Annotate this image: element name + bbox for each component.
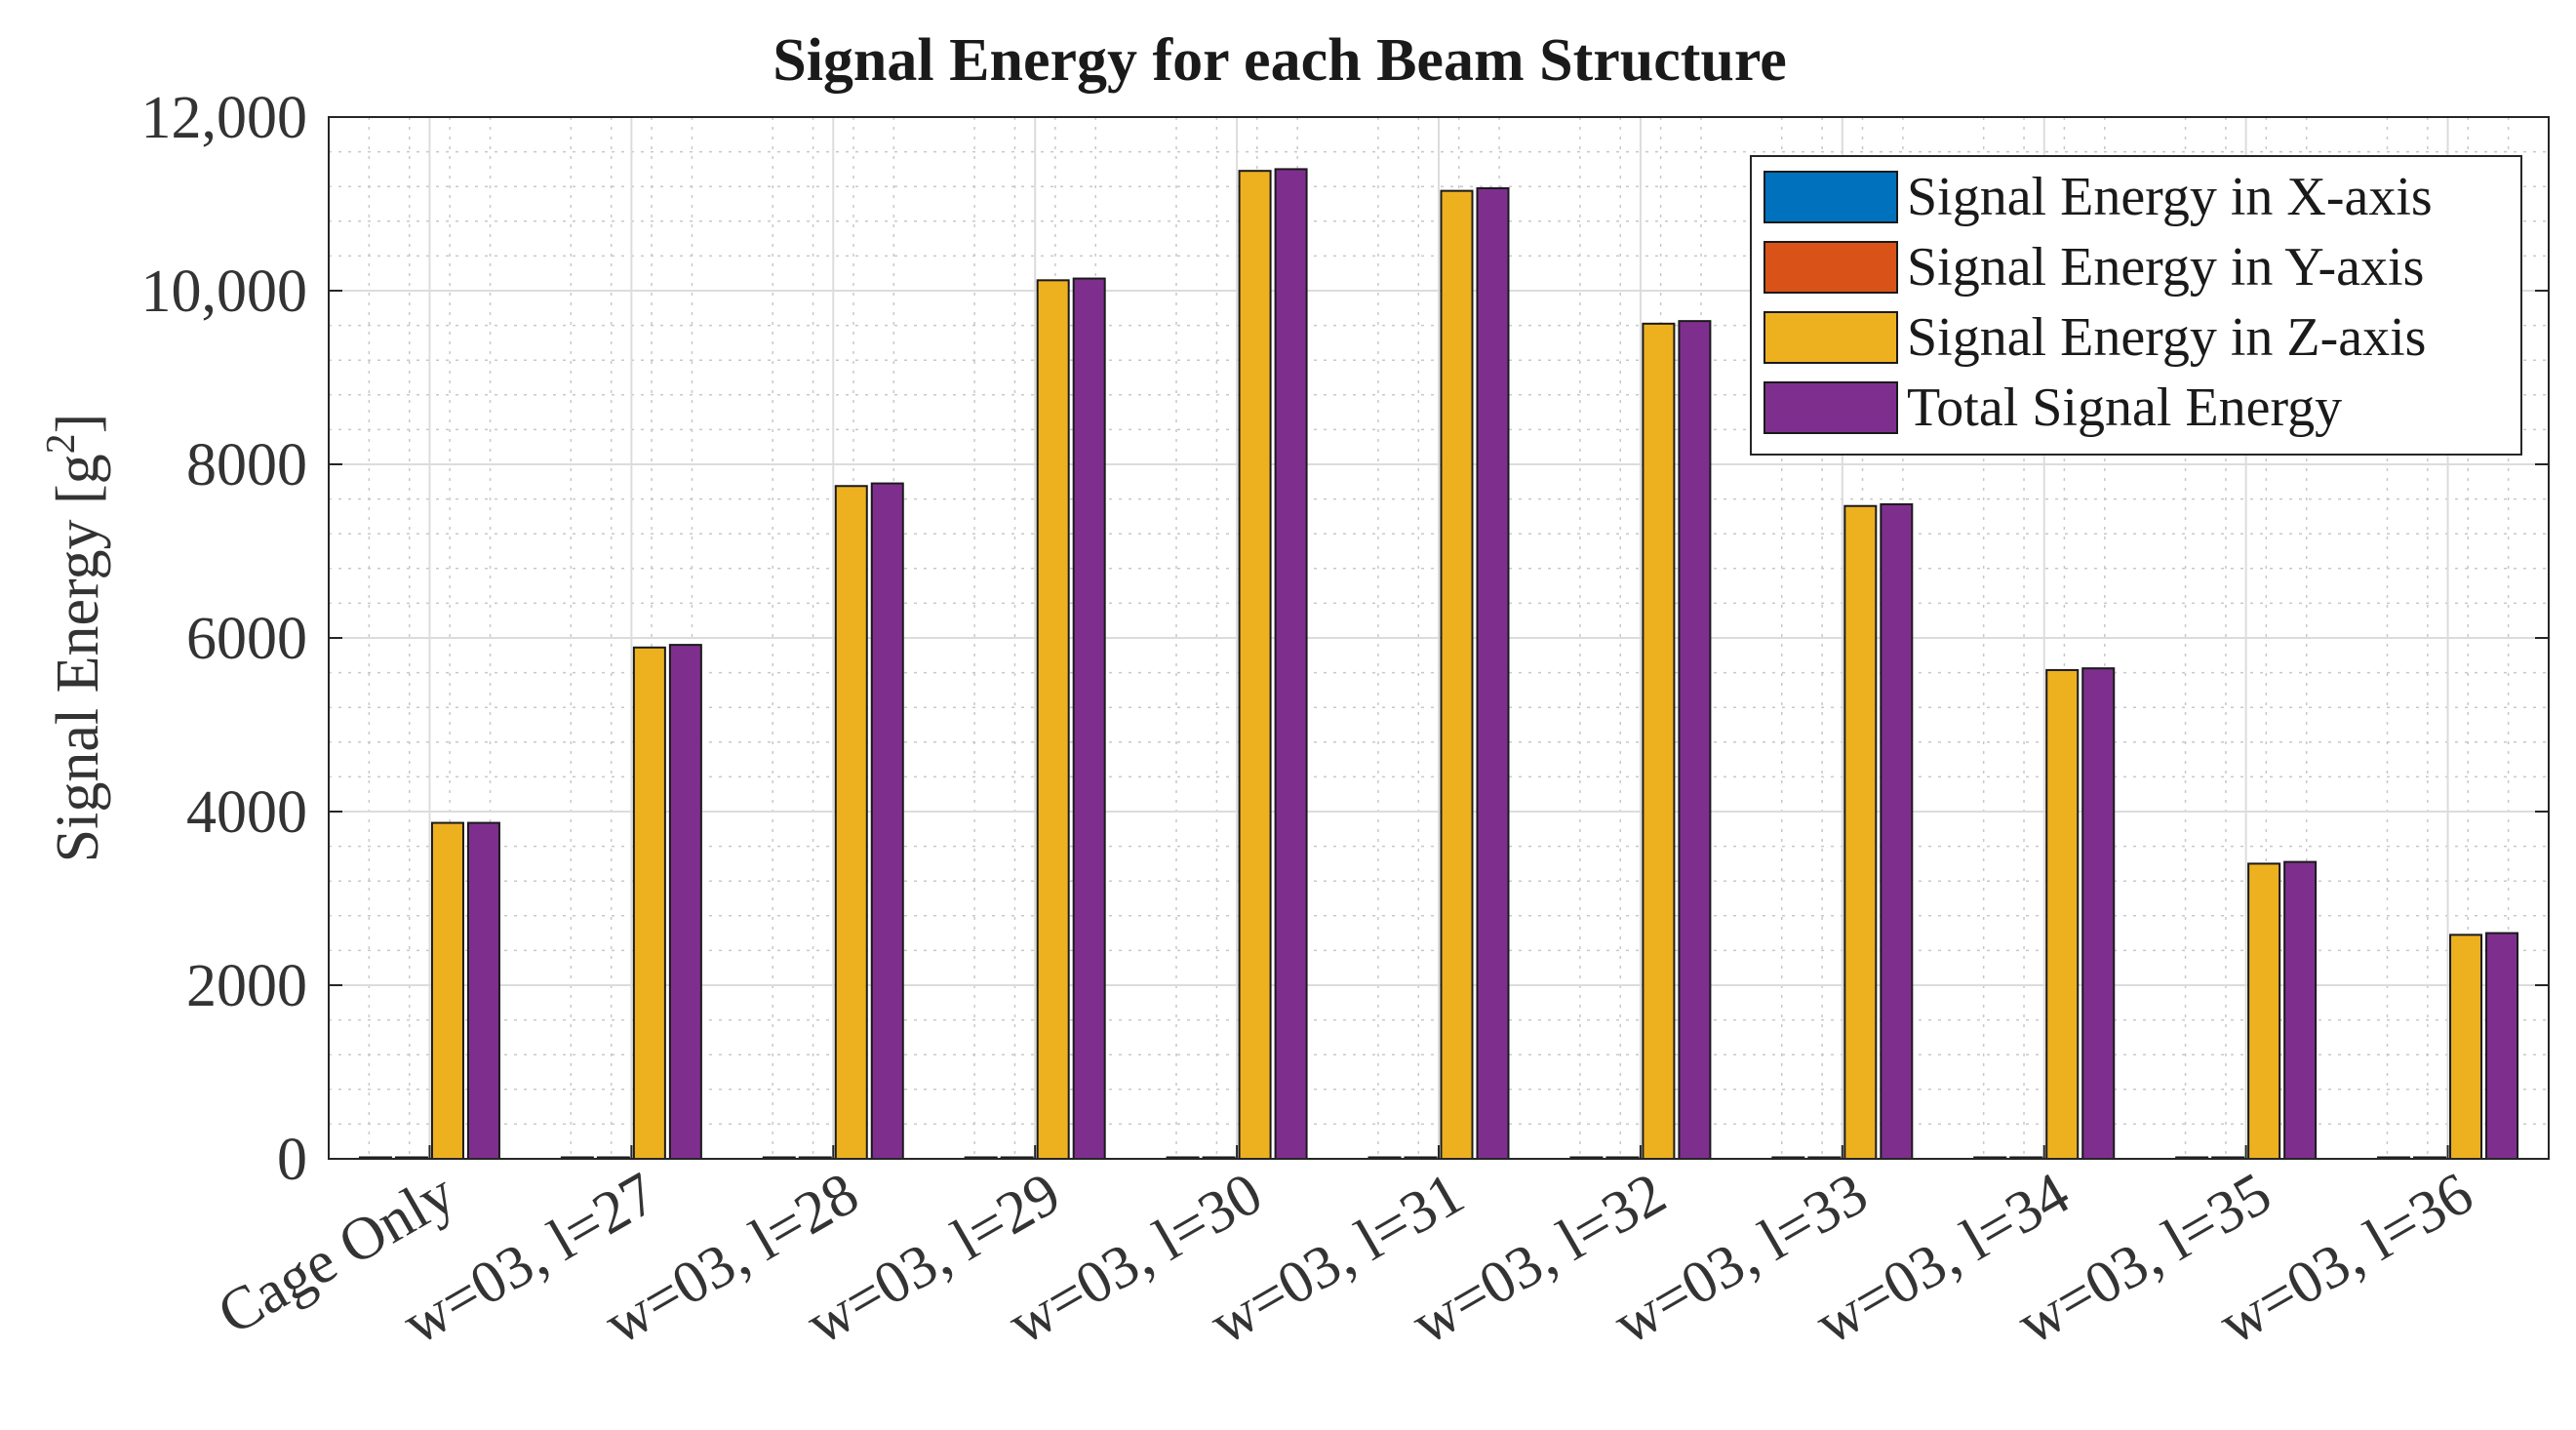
bar-4-4 [1072,277,1106,1161]
legend-swatch-2 [1764,241,1898,294]
legend-swatch-3 [1764,311,1898,364]
bar-4-2 [668,644,702,1160]
bar-3-8 [1843,504,1878,1160]
y-tick-label: 2000 [186,953,307,1019]
y-tick-label: 12,000 [141,85,308,151]
y-tick-label: 6000 [186,606,307,672]
legend-swatch-1 [1764,171,1898,223]
bar-4-10 [2283,860,2318,1160]
legend-label-3: Signal Energy in Z-axis [1907,307,2426,368]
bar-4-1 [466,821,500,1160]
bar-4-5 [1274,168,1308,1160]
y-tick-label: 4000 [186,779,307,846]
bar-4-7 [1678,320,1712,1160]
y-axis-ticks: 0 2000 4000 6000 8000 10,000 12,000 [141,85,2549,1193]
bar-3-5 [1238,170,1272,1160]
legend: Signal Energy in X-axis Signal Energy in … [1750,155,2522,456]
bar-4-11 [2485,932,2519,1160]
y-tick-label: 0 [277,1127,307,1193]
bars [358,168,2519,1161]
legend-label-2: Signal Energy in Y-axis [1907,237,2424,298]
y-tick-label: 10,000 [141,258,308,325]
bar-3-9 [2045,668,2080,1160]
y-axis-label: Signal Energy [g2] [39,414,111,863]
bar-4-6 [1476,186,1510,1161]
legend-swatch-4 [1764,381,1898,434]
bar-4-8 [1880,502,1914,1160]
y-axis-label-superscript: 2 [39,433,84,454]
bar-3-11 [2449,933,2483,1160]
y-axis-label-close: ] [45,414,111,434]
bar-3-3 [834,485,868,1160]
bar-3-1 [430,821,464,1160]
chart-title: Signal Energy for each Beam Structure [773,27,1787,94]
bar-3-10 [2247,862,2281,1161]
legend-label-1: Signal Energy in X-axis [1907,167,2433,227]
y-tick-label: 8000 [186,432,307,498]
bar-4-9 [2081,667,2116,1161]
bar-3-4 [1036,279,1070,1160]
y-axis-label-main: Signal Energy [g [45,454,111,862]
legend-label-4: Total Signal Energy [1907,377,2342,438]
bar-3-6 [1440,189,1474,1160]
bar-3-2 [632,646,666,1160]
bar-4-3 [870,482,904,1160]
bar-3-7 [1642,322,1676,1160]
